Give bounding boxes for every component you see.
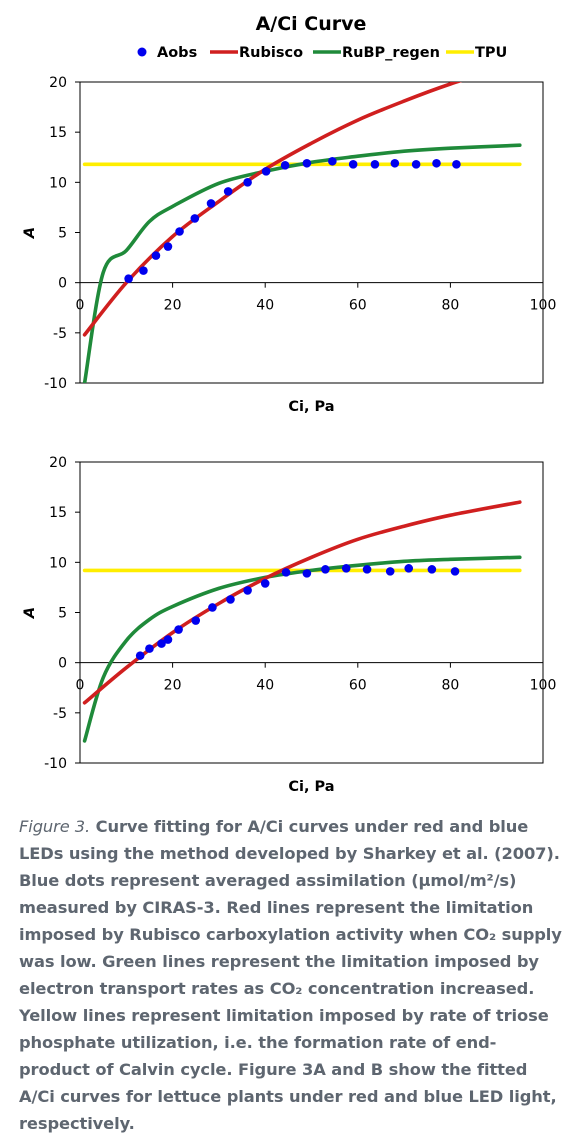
data-point-aobs [151,251,161,260]
data-point-aobs [124,274,133,283]
chart-a: -10 -5 0 5 10 15 20 0 20 40 60 80 100 Ci, Pa A [22,75,557,415]
data-point-aobs [157,639,166,648]
y-axis-label: A [22,607,38,619]
figure: A/Ci Curve Aobs Rubisco RuBP_regen TPU -10-… [22,13,557,795]
plot-frame [79,81,544,384]
data-point-aobs [348,159,358,169]
legend-label-aobs: Aobs [157,45,197,61]
caption-figure-label: Figure 3. [19,817,91,836]
data-point-aobs [226,595,235,604]
series-line-rubp-regen [82,555,522,743]
data-point-aobs [163,242,173,251]
data-point-aobs [450,567,460,576]
x-tick-label: 100 [530,298,557,314]
data-point-aobs [281,568,291,577]
series-line-rubp-regen [82,143,522,383]
data-point-aobs [243,178,252,187]
y-axis-label: A [22,227,38,239]
data-point-aobs [404,564,414,573]
data-point-aobs [321,565,330,574]
data-point-aobs [135,651,145,660]
data-point-aobs [260,579,270,588]
x-tick-label: 0 [76,298,85,314]
data-point-aobs [390,158,400,168]
y-tick-label: 5 [58,606,67,622]
y-tick-label: 20 [49,455,67,471]
data-point-aobs [328,156,337,166]
caption-text: Curve fitting for A/Ci curves under red … [19,817,562,1133]
chart-title: A/Ci Curve [256,13,367,35]
figure-caption: Figure 3. Curve fitting for A/Ci curves … [19,813,564,1137]
x-axis-label: Ci, Pa [288,779,334,795]
data-point-aobs [427,565,437,574]
x-tick-label: 100 [530,678,557,694]
data-point-aobs [302,158,312,168]
legend-label-rubp-regen: RuBP_regen [342,45,440,61]
y-tick-label: -5 [53,326,67,342]
chart-b: -10 -5 0 5 10 15 20 0 20 40 60 80 100 Ci, Pa A [22,455,556,795]
x-tick-label: 0 [76,678,85,694]
y-tick-label: 5 [58,226,67,242]
y-tick-label: -5 [53,706,67,722]
data-point-aobs [341,564,351,573]
x-tick-label: 20 [164,678,182,694]
y-tick-label: 20 [49,75,67,91]
data-point-aobs [411,159,421,169]
series-line-rubisco [82,82,463,337]
x-tick-label: 40 [256,678,274,694]
x-tick-label: 60 [349,678,367,694]
data-point-aobs [385,567,395,576]
data-point-aobs [145,644,154,653]
data-point-aobs [280,160,290,170]
y-tick-label: 10 [49,555,67,571]
x-axis-label: Ci, Pa [288,399,334,415]
data-point-aobs [206,199,216,208]
plot-frame [79,461,544,764]
legend-marker-aobs [137,47,147,57]
data-point-aobs [191,616,201,625]
data-point-aobs [139,266,148,275]
data-point-aobs [190,214,200,223]
x-tick-label: 40 [256,298,274,314]
legend-label-tpu: TPU [475,45,507,61]
data-point-aobs [362,565,372,574]
legend-label-rubisco: Rubisco [239,45,303,61]
x-tick-label: 80 [441,678,459,694]
data-point-aobs [302,569,312,578]
y-tick-label: -10 [44,376,67,392]
data-point-aobs [175,227,184,236]
y-tick-label: 0 [58,656,67,672]
data-point-aobs [452,159,461,169]
data-point-aobs [261,166,271,176]
data-point-aobs [208,603,217,612]
data-point-aobs [223,187,233,196]
legend: Aobs Rubisco RuBP_regen TPU [137,45,507,61]
x-tick-label: 60 [349,298,367,314]
y-tick-label: 15 [49,125,67,141]
y-tick-label: 0 [58,276,67,292]
series-line-rubisco [82,500,522,705]
data-point-aobs [163,635,173,644]
x-tick-label: 80 [441,298,459,314]
data-point-aobs [370,159,380,169]
data-point-aobs [432,158,441,168]
data-point-aobs [243,586,252,595]
x-tick-label: 20 [164,298,182,314]
y-tick-label: 15 [49,505,67,521]
y-tick-label: 10 [49,175,67,191]
y-tick-label: -10 [44,756,67,772]
data-point-aobs [174,625,183,634]
